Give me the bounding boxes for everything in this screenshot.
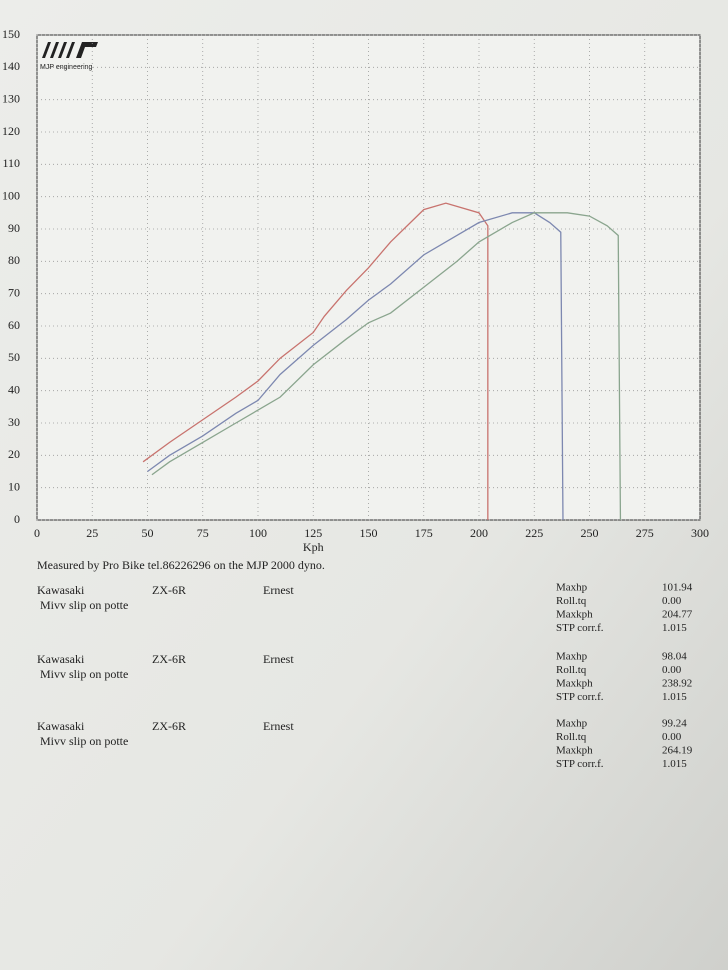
stat-label: Maxhp [556, 718, 588, 730]
stat-label: STP corr.f. [556, 622, 604, 634]
y-tick-label: 20 [8, 447, 20, 461]
y-tick-label: 60 [8, 318, 20, 332]
x-tick-label: 225 [525, 526, 543, 540]
y-tick-label: 10 [8, 479, 20, 493]
x-tick-label: 175 [415, 526, 433, 540]
stat-label: STP corr.f. [556, 758, 604, 770]
stat-value: 1.015 [662, 622, 687, 634]
run-rider: Ernest [263, 652, 294, 666]
run-note: Mivv slip on potte [40, 598, 128, 612]
x-axis-label: Kph [303, 540, 324, 554]
stat-value: 238.92 [662, 678, 692, 690]
run-note: Mivv slip on potte [40, 667, 128, 681]
x-tick-label: 250 [581, 526, 599, 540]
stat-label: Maxkph [556, 678, 593, 690]
stat-value: 264.19 [662, 745, 693, 757]
run-make: Kawasaki [37, 583, 85, 597]
power-curve [147, 212, 564, 521]
x-tick-label: 300 [691, 526, 709, 540]
x-tick-label: 100 [249, 526, 267, 540]
y-tick-label: 30 [8, 415, 20, 429]
x-tick-label: 0 [34, 526, 40, 540]
stat-value: 101.94 [662, 582, 693, 594]
stat-value: 0.00 [662, 664, 682, 676]
run-rider: Ernest [263, 719, 294, 733]
stat-value: 99.24 [662, 718, 687, 730]
x-tick-label: 200 [470, 526, 488, 540]
y-tick-label: 80 [8, 253, 20, 267]
stat-label: Roll.tq [556, 664, 587, 676]
x-tick-label: 125 [304, 526, 322, 540]
run-rider: Ernest [263, 583, 294, 597]
x-tick-label: 50 [142, 526, 154, 540]
power-curve [142, 202, 489, 520]
logo-icon [42, 42, 98, 58]
stat-label: Maxkph [556, 745, 593, 757]
stat-label: Roll.tq [556, 595, 587, 607]
stat-label: Roll.tq [556, 731, 587, 743]
y-tick-label: 130 [2, 91, 20, 105]
logo-text: MJP engineering [40, 64, 93, 71]
run-note: Mivv slip on potte [40, 734, 128, 748]
stat-label: Maxhp [556, 582, 588, 594]
y-tick-label: 140 [2, 59, 20, 73]
y-tick-label: 100 [2, 188, 20, 202]
run-make: Kawasaki [37, 719, 85, 733]
run-model: ZX-6R [152, 652, 186, 666]
x-tick-label: 150 [360, 526, 378, 540]
stat-value: 1.015 [662, 691, 687, 703]
logo-mark [42, 42, 98, 58]
footer-note: Measured by Pro Bike tel.86226296 on the… [37, 558, 325, 572]
x-tick-label: 275 [636, 526, 654, 540]
stat-value: 0.00 [662, 731, 682, 743]
y-tick-label: 50 [8, 350, 20, 364]
stat-value: 0.00 [662, 595, 682, 607]
stat-label: STP corr.f. [556, 691, 604, 703]
x-tick-label: 25 [86, 526, 98, 540]
run-make: Kawasaki [37, 652, 85, 666]
stat-value: 1.015 [662, 758, 687, 770]
stat-value: 98.04 [662, 651, 687, 663]
y-tick-label: 70 [8, 285, 20, 299]
power-curve [151, 212, 622, 521]
x-tick-label: 75 [197, 526, 209, 540]
run-model: ZX-6R [152, 719, 186, 733]
y-tick-label: 150 [2, 27, 20, 41]
stat-value: 204.77 [662, 609, 693, 621]
y-tick-label: 90 [8, 221, 20, 235]
y-tick-label: 110 [2, 156, 20, 170]
y-tick-label: 0 [14, 512, 20, 526]
run-model: ZX-6R [152, 583, 186, 597]
y-tick-label: 40 [8, 382, 20, 396]
y-tick-label: 120 [2, 124, 20, 138]
stat-label: Maxkph [556, 609, 593, 621]
stat-label: Maxhp [556, 651, 588, 663]
